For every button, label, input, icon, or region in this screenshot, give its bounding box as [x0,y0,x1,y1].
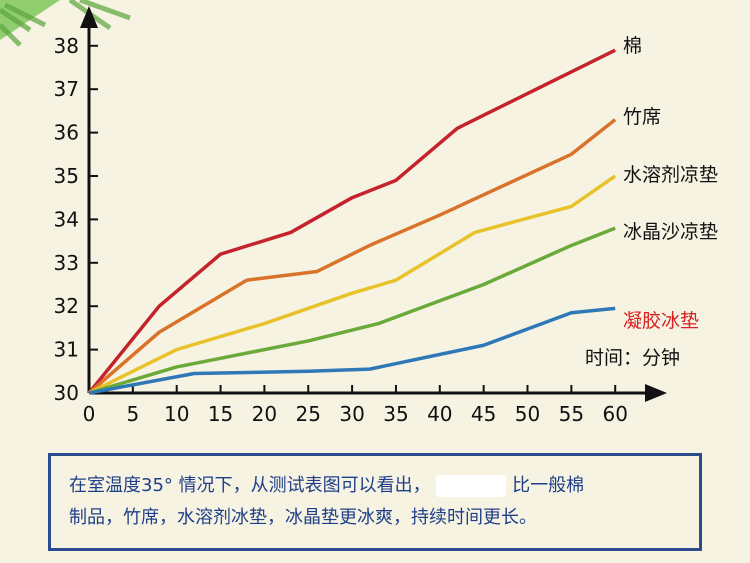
series-line [87,48,616,395]
x-tick-label: 5 [126,402,139,426]
series-line [88,226,616,395]
chart-axes: 30 31 32 33 34 35 36 37 38 0 5 10 15 20 25 30 35 40 45 50 55… [54,6,667,426]
x-tick-label: 60 [602,402,627,426]
series-label: 冰晶沙凉垫 [623,221,718,243]
x-tick-label: 40 [427,402,452,426]
series-label: 竹席 [623,106,661,128]
x-axis-arrow [645,384,667,402]
x-tick-label: 30 [339,402,364,426]
series-line [88,174,617,395]
x-axis-unit-label: 时间：分钟 [585,347,680,369]
y-tick-label: 34 [54,207,79,231]
x-tick-label: 45 [471,402,496,426]
x-tick-label: 10 [164,402,189,426]
caption-text: 在室温度35° 情况下，从测试表图可以看出， 比一般棉 制品，竹席，水溶剂冰垫，… [69,470,689,534]
caption-line2: 制品，竹席，水溶剂冰垫，冰晶垫更冰爽，持续时间更长。 [69,507,537,528]
y-tick-label: 30 [54,381,79,405]
series-label: 凝胶冰垫 [623,310,699,332]
y-tick-label: 37 [54,77,79,101]
redacted-blank [436,475,507,497]
x-tick-label: 20 [252,402,277,426]
series-line [87,118,617,395]
x-tick-label: 55 [559,402,584,426]
y-tick-label: 31 [54,338,79,362]
caption-line1-part1: 在室温度35° 情况下，从测试表图可以看出， [69,475,431,496]
y-tick-label: 35 [54,164,79,188]
series-line [88,306,616,395]
palm-leaf-decoration [0,0,131,47]
x-tick-label: 35 [383,402,408,426]
x-tick-label: 25 [296,402,321,426]
y-tick-label: 36 [54,121,79,145]
caption-box: 在室温度35° 情况下，从测试表图可以看出， 比一般棉 制品，竹席，水溶剂冰垫，… [48,453,702,551]
temperature-line-chart: 30 31 32 33 34 35 36 37 38 0 5 10 15 20 25 30 35 40 45 50 55… [54,6,718,426]
x-tick-label: 50 [515,402,540,426]
y-tick-label: 38 [54,34,79,58]
x-tick-label: 15 [208,402,233,426]
caption-line1-part2: 比一般棉 [512,475,585,496]
y-tick-label: 33 [54,251,79,275]
y-tick-label: 32 [54,294,79,318]
x-tick-label: 0 [83,402,96,426]
series-label: 棉 [623,35,642,57]
series-label: 水溶剂凉垫 [623,164,718,186]
y-axis-arrow [80,6,98,28]
chart-lines [87,48,617,395]
